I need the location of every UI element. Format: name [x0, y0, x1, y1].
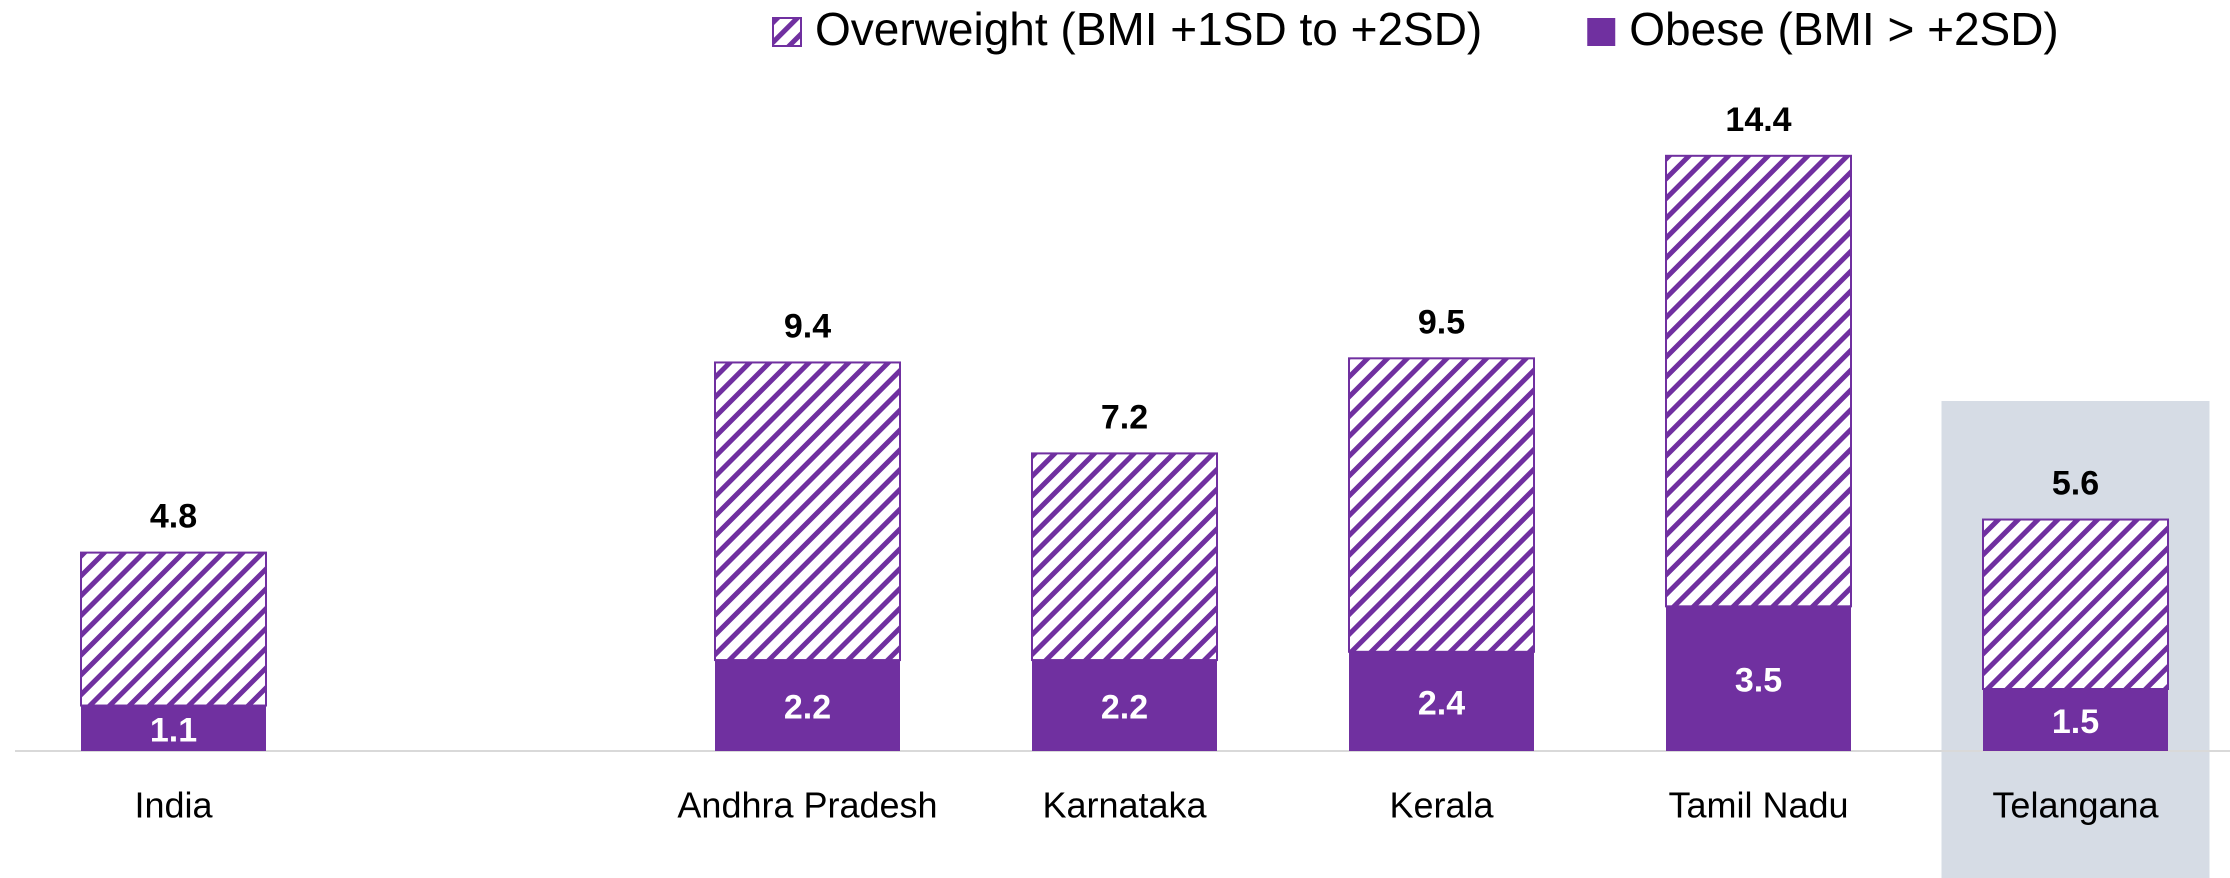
legend-label: Obese (BMI > +2SD)	[1629, 3, 2059, 55]
bar-segment	[1348, 357, 1535, 653]
legend-swatch	[1587, 18, 1616, 46]
x-tick-label: Telangana	[1992, 785, 2159, 826]
bar-segment	[1031, 452, 1218, 662]
x-tick-label: Karnataka	[1042, 785, 1207, 826]
total-label: 7.2	[1101, 398, 1148, 436]
total-label: 5.6	[2052, 465, 2099, 503]
segment-label: 2.2	[784, 689, 831, 727]
segment-label: 3.5	[1735, 662, 1782, 700]
total-label: 9.5	[1418, 303, 1465, 341]
bar-segment	[80, 551, 267, 707]
bar-segment	[715, 660, 900, 751]
segment-label: 2.2	[1101, 689, 1148, 727]
x-tick-label: Andhra Pradesh	[677, 785, 937, 826]
bar-segment	[1349, 651, 1534, 751]
total-label: 9.4	[784, 307, 831, 345]
legend-label: Overweight (BMI +1SD to +2SD)	[815, 3, 1482, 55]
bar-segment	[1032, 660, 1217, 751]
total-label: 14.4	[1725, 101, 1791, 139]
bar-segment	[1982, 518, 2169, 690]
legend-swatch	[772, 17, 802, 47]
segment-label: 2.4	[1418, 684, 1465, 722]
segment-label: 1.5	[2052, 703, 2099, 741]
bar-segment	[1665, 154, 1852, 608]
bar-segment	[1983, 689, 2168, 751]
bar-segment	[1666, 606, 1851, 751]
segment-label: 1.1	[150, 711, 197, 749]
bar-segment	[81, 705, 266, 751]
x-tick-label: Tamil Nadu	[1668, 785, 1848, 826]
total-label: 4.8	[150, 498, 197, 536]
bar-segment	[714, 361, 901, 662]
x-tick-label: India	[134, 785, 213, 826]
x-tick-label: Kerala	[1389, 785, 1494, 826]
